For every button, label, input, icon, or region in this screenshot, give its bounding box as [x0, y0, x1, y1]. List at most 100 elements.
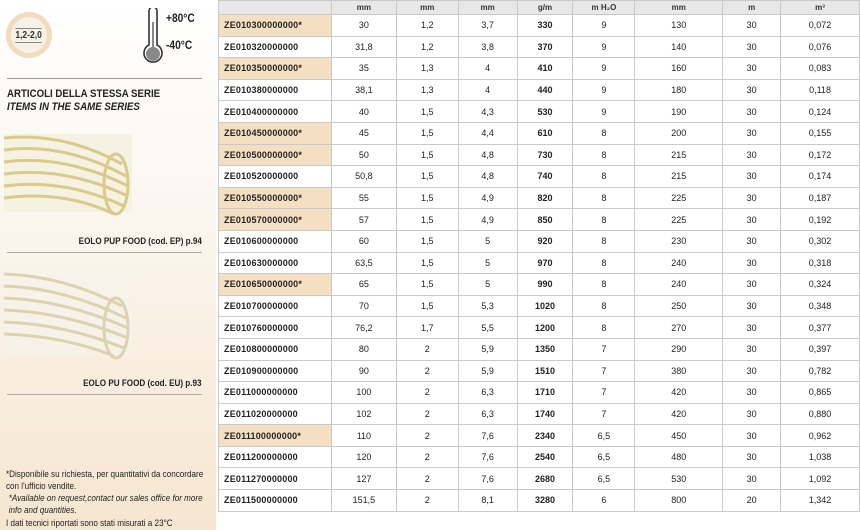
table-cell: 200 — [634, 121, 724, 145]
table-row: ZE010600000000 60 1,5 5 920 8 230 30 0,302 — [218, 229, 860, 253]
table-cell: 7,6 — [457, 467, 518, 491]
table-cell: 800 — [634, 489, 724, 512]
table-cell: 420 — [634, 381, 724, 404]
table-row: ZE010570000000* 57 1,5 4,9 850 8 225 30 0,192 — [218, 208, 860, 231]
table-cell: 4 — [457, 78, 518, 102]
table-cell: 0,192 — [780, 208, 860, 231]
table-row: ZE010500000000* 50 1,5 4,8 730 8 215 30 0,172 — [218, 143, 860, 167]
table-cell: 90 — [330, 359, 397, 383]
note-en: *Available on request,contact our sales … — [8, 493, 203, 515]
table-cell: 5,3 — [457, 294, 518, 318]
table-cell: 63,5 — [330, 251, 397, 275]
table-cell: 4,9 — [457, 208, 518, 231]
table-cell: 225 — [634, 208, 724, 231]
table-cell: 9 — [572, 57, 636, 80]
table-cell: 30 — [722, 445, 782, 469]
table-cell: 5,5 — [457, 316, 518, 339]
table-cell: 0,124 — [780, 100, 860, 123]
table-cell: 0,880 — [780, 402, 860, 426]
product-code: ZE011500000000 — [218, 489, 332, 512]
table-cell: 2 — [395, 424, 459, 447]
unit-header: m — [722, 0, 782, 15]
table-cell: 30 — [722, 381, 782, 404]
table-cell: 110 — [330, 424, 397, 447]
product-code: ZE011200000000 — [218, 445, 332, 469]
table-cell: 5,9 — [457, 359, 518, 383]
table-cell: 0,782 — [780, 359, 860, 383]
table-row: ZE010350000000* 35 1,3 4 410 9 160 30 0,083 — [218, 57, 860, 80]
table-cell: 9 — [572, 78, 636, 102]
series-title-it: ARTICOLI DELLA STESSA SERIE — [7, 88, 161, 100]
table-cell: 50,8 — [330, 165, 397, 188]
table-row: ZE011020000000 102 2 6,3 1740 7 420 30 0,880 — [218, 402, 860, 426]
table-cell: 1510 — [516, 359, 574, 383]
table-cell: 30 — [722, 316, 782, 339]
table-cell: 100 — [330, 381, 397, 404]
table-cell: 610 — [516, 121, 574, 145]
table-cell: 30 — [722, 467, 782, 491]
thermometer-icon — [143, 8, 163, 63]
table-cell: 9 — [572, 35, 636, 59]
table-cell: 1,3 — [395, 57, 459, 80]
unit-header: mm — [457, 0, 518, 15]
table-cell: 130 — [634, 14, 724, 37]
table-cell: 30 — [722, 424, 782, 447]
table-cell: 30 — [722, 100, 782, 123]
related-item-pu[interactable]: EOLO PU FOOD (cod. EU) p.93 — [83, 378, 202, 388]
table-cell: 2 — [395, 445, 459, 469]
table-row: ZE010450000000* 45 1,5 4,4 610 8 200 30 0,155 — [218, 121, 860, 145]
related-item-pup[interactable]: EOLO PUP FOOD (cod. EP) p.94 — [78, 236, 202, 246]
table-cell: 0,865 — [780, 381, 860, 404]
product-code: ZE010600000000 — [218, 229, 332, 253]
product-code: ZE011000000000 — [218, 381, 332, 404]
note-temperature: I dati tecnici riportati sono stati misu… — [6, 518, 173, 528]
table-cell: 440 — [516, 78, 574, 102]
thickness-badge: 1,2-2,0 — [6, 12, 52, 58]
table-cell: 7 — [572, 381, 636, 404]
table-cell: 30 — [722, 337, 782, 361]
table-cell: 270 — [634, 316, 724, 339]
table-cell: 70 — [330, 294, 397, 318]
table-cell: 4,3 — [457, 100, 518, 123]
product-code: ZE010520000000 — [218, 165, 332, 188]
table-cell: 480 — [634, 445, 724, 469]
table-cell: 290 — [634, 337, 724, 361]
table-cell: 5 — [457, 251, 518, 275]
table-cell: 38,1 — [330, 78, 397, 102]
product-code: ZE010450000000* — [218, 121, 332, 145]
product-code: ZE010550000000* — [218, 186, 332, 210]
table-cell: 30 — [722, 251, 782, 275]
table-row: ZE010700000000 70 1,5 5,3 1020 8 250 30 0,348 — [218, 294, 860, 318]
table-cell: 250 — [634, 294, 724, 318]
table-cell: 450 — [634, 424, 724, 447]
table-cell: 5,9 — [457, 337, 518, 361]
note-it: *Disponibile su richiesta, per quantitat… — [6, 469, 204, 491]
table-cell: 240 — [634, 273, 724, 296]
table-cell: 40 — [330, 100, 397, 123]
table-cell: 1,342 — [780, 489, 860, 512]
unit-header: g/m — [516, 0, 574, 15]
table-cell: 1,5 — [395, 294, 459, 318]
table-cell: 4,8 — [457, 165, 518, 188]
table-cell: 8 — [572, 229, 636, 253]
table-cell: 151,5 — [330, 489, 397, 512]
table-cell: 6,3 — [457, 402, 518, 426]
table-cell: 8 — [572, 273, 636, 296]
table-cell: 1,5 — [395, 229, 459, 253]
table-cell: 120 — [330, 445, 397, 469]
table-cell: 1,5 — [395, 186, 459, 210]
table-cell: 380 — [634, 359, 724, 383]
table-cell: 0,187 — [780, 186, 860, 210]
table-row: ZE010400000000 40 1,5 4,3 530 9 190 30 0,124 — [218, 100, 860, 123]
table-cell: 160 — [634, 57, 724, 80]
product-code: ZE011270000000 — [218, 467, 332, 491]
table-cell: 0,172 — [780, 143, 860, 167]
table-cell: 50 — [330, 143, 397, 167]
table-cell: 4,9 — [457, 186, 518, 210]
table-cell: 850 — [516, 208, 574, 231]
table-row: ZE011270000000 127 2 7,6 2680 6,5 530 30 1,092 — [218, 467, 860, 491]
table-cell: 180 — [634, 78, 724, 102]
table-cell: 5 — [457, 273, 518, 296]
table-cell: 30 — [330, 14, 397, 37]
table-cell: 6,5 — [572, 424, 636, 447]
